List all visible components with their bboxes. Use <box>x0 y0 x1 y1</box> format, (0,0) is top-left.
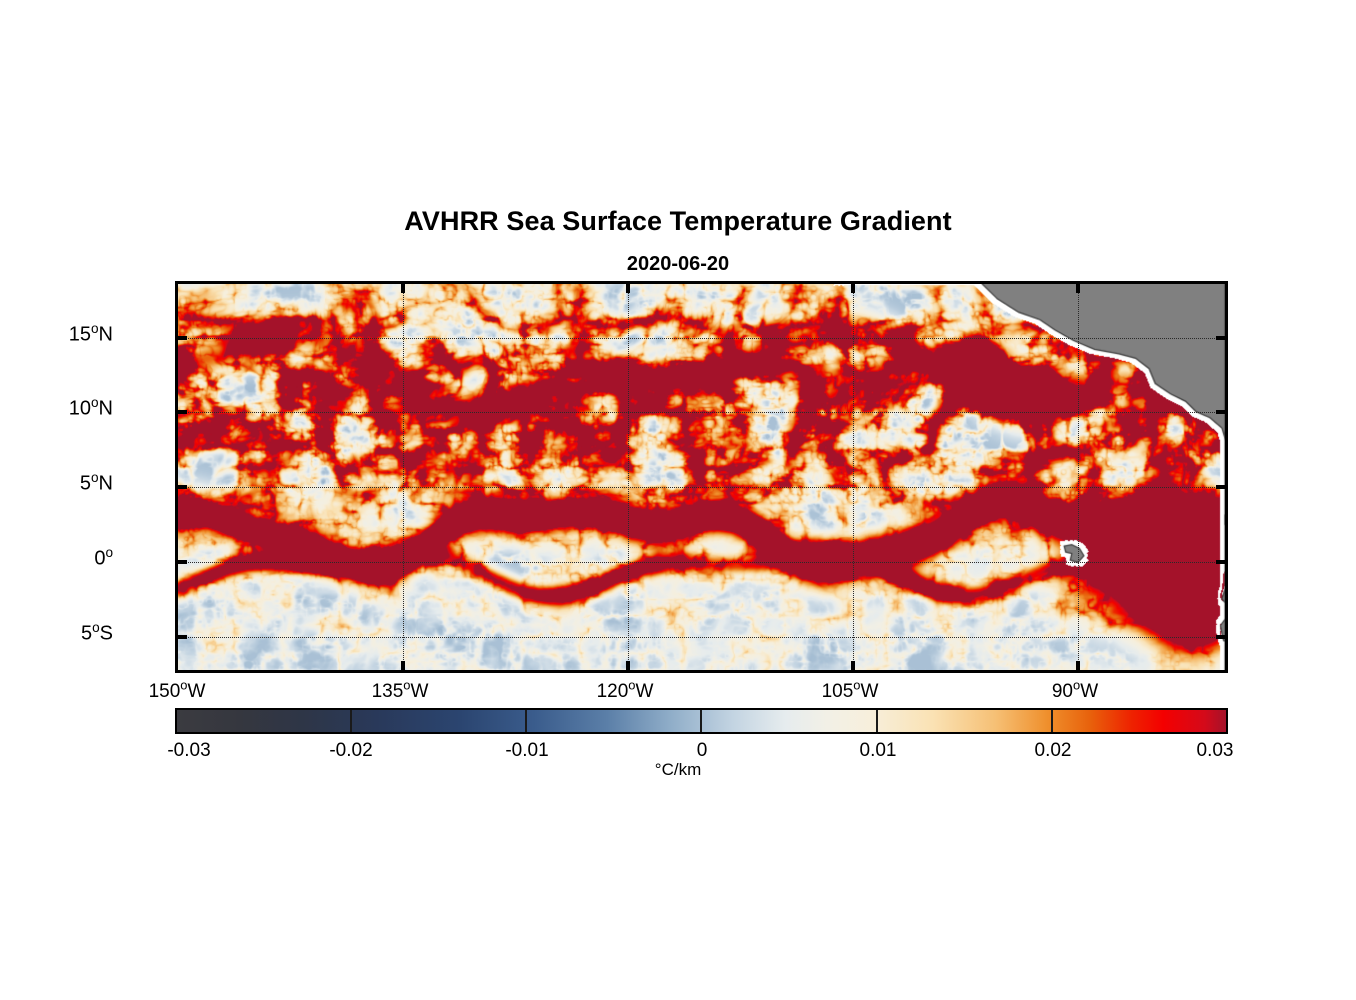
colorbar-label-2: -0.01 <box>505 740 549 761</box>
ytick-label-5n: 5oN <box>79 469 113 495</box>
ytick-0 <box>178 560 187 564</box>
figure-title: AVHRR Sea Surface Temperature Gradient <box>404 206 952 236</box>
colorbar-tick-3 <box>700 710 702 732</box>
ytick-label-10n: 10oN <box>68 394 113 420</box>
xtick-top-105w <box>851 284 855 293</box>
ytick-label-5s: 5oS <box>80 619 113 645</box>
colorbar-unit-label: °C/km <box>654 760 702 779</box>
xtick-top-90w <box>1076 284 1080 293</box>
ytick-right-15n <box>1216 336 1225 340</box>
ytick-label-15n: 15oN <box>68 320 113 346</box>
colorbar-label-4: 0.01 <box>859 740 897 761</box>
sst-gradient-heatmap <box>178 284 1225 670</box>
xtick-top-135w <box>401 284 405 293</box>
xtick-label-150w: 150oW <box>148 677 206 702</box>
ytick-5n <box>178 485 187 489</box>
map-axes <box>175 281 1228 673</box>
colorbar-tick-5 <box>1051 710 1053 732</box>
xtick-label-90w: 90oW <box>1051 677 1099 702</box>
ytick-15n <box>178 336 187 340</box>
colorbar-label-6: 0.03 <box>1196 740 1234 761</box>
ytick-right-5n <box>1216 485 1225 489</box>
ytick-right-10n <box>1216 410 1225 414</box>
ytick-right-5s <box>1216 635 1225 639</box>
xtick-top-120w <box>626 284 630 293</box>
ytick-5s <box>178 635 187 639</box>
colorbar-label-1: -0.02 <box>329 740 373 761</box>
xtick-label-135w: 135oW <box>371 677 429 702</box>
colorbar-tick-1 <box>350 710 352 732</box>
colorbar-label-3: 0 <box>696 740 708 761</box>
ytick-label-0: 0o <box>94 544 113 570</box>
colorbar-label-5: 0.02 <box>1034 740 1072 761</box>
xtick-90w <box>1076 661 1080 670</box>
colorbar-label-0: -0.03 <box>167 740 211 761</box>
colorbar-tick-4 <box>876 710 878 732</box>
colorbar <box>175 708 1228 734</box>
figure-subtitle: 2020-06-20 <box>626 253 730 275</box>
xtick-120w <box>626 661 630 670</box>
colorbar-tick-2 <box>525 710 527 732</box>
xtick-label-120w: 120oW <box>596 677 654 702</box>
ytick-right-0 <box>1216 560 1225 564</box>
xtick-label-105w: 105oW <box>821 677 879 702</box>
xtick-105w <box>851 661 855 670</box>
xtick-135w <box>401 661 405 670</box>
ytick-10n <box>178 410 187 414</box>
